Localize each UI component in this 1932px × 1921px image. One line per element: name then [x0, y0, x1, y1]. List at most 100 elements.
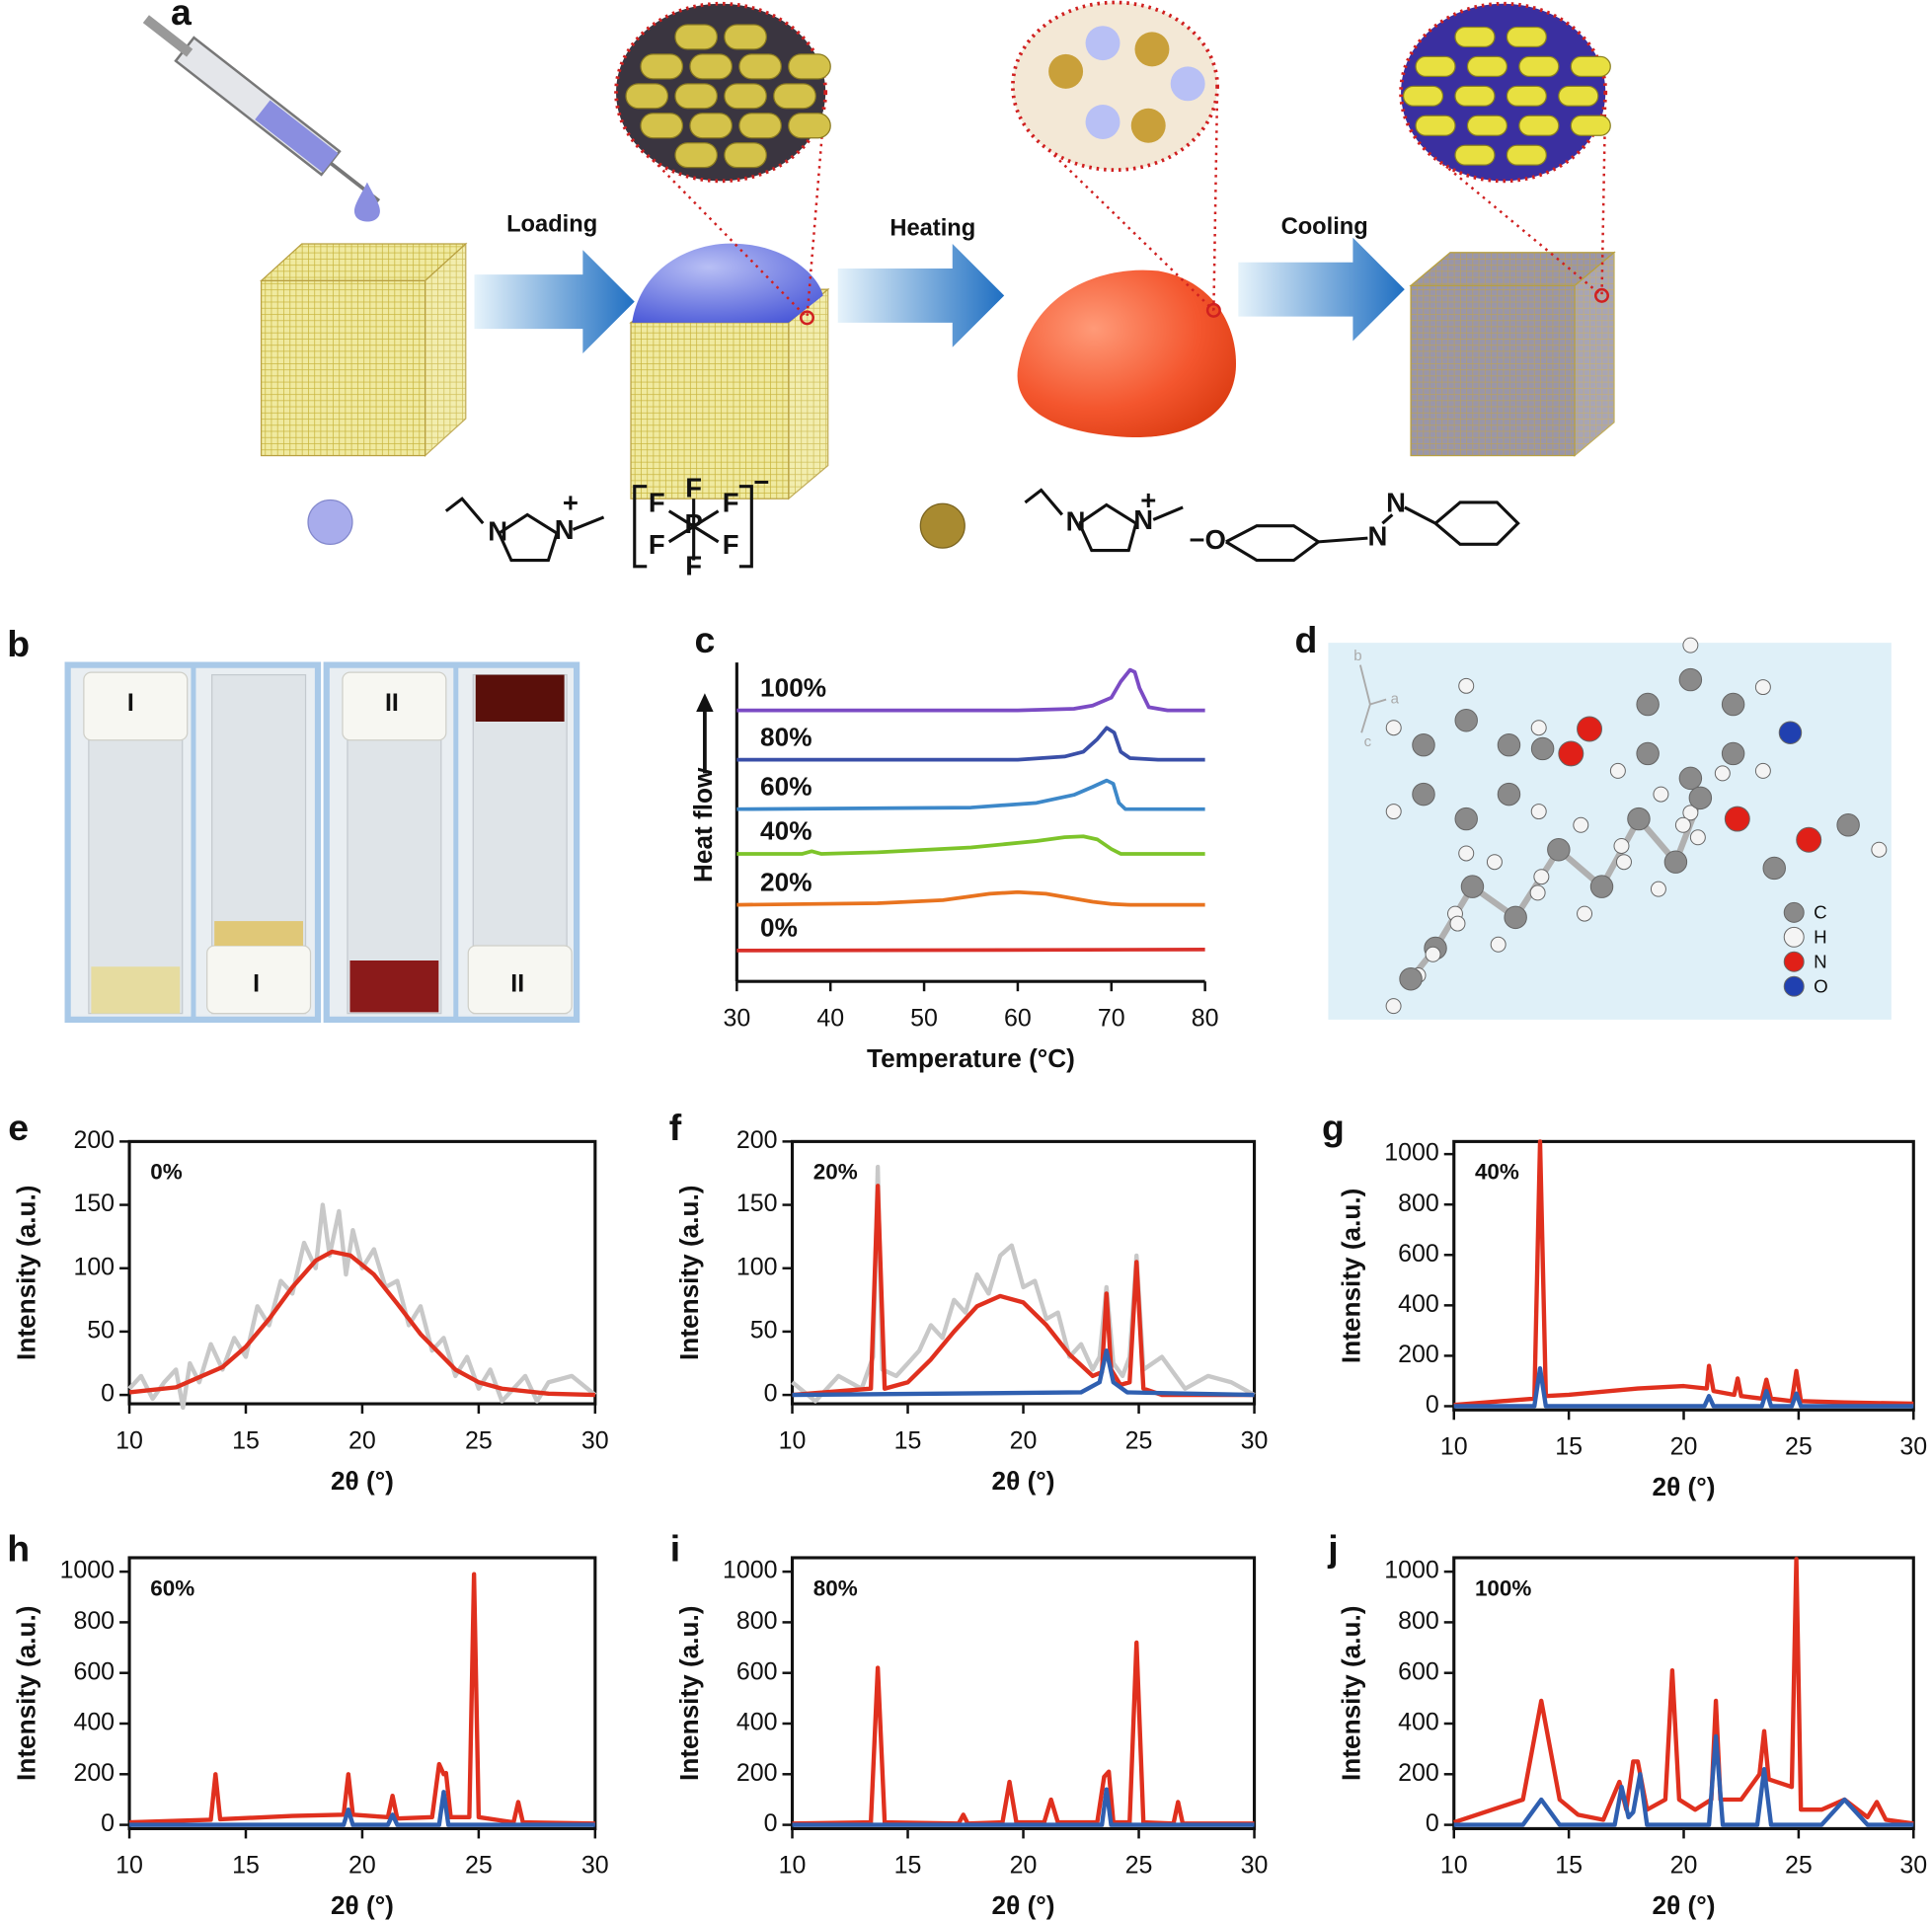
x-tick-label: 30 — [1899, 1852, 1927, 1880]
crystal-axis — [1358, 664, 1371, 705]
data-line — [792, 1640, 1255, 1826]
zoom-guide — [646, 153, 809, 319]
atom — [1613, 838, 1630, 854]
atom — [1714, 765, 1731, 782]
bond — [1318, 536, 1368, 544]
x-tick-label: 80 — [1192, 1004, 1219, 1032]
y-tick-label: 50 — [750, 1317, 778, 1345]
capsule — [1466, 55, 1508, 77]
panel-letter: d — [1295, 619, 1318, 660]
capsule — [724, 142, 767, 169]
capsule — [1415, 115, 1456, 136]
atom — [1682, 637, 1699, 653]
vial-label: I — [127, 689, 134, 717]
x-axis-label: 2θ (°) — [1653, 1472, 1716, 1501]
capsule — [625, 83, 669, 110]
x-tick-label: 50 — [910, 1004, 938, 1032]
panel-annotation: 20% — [813, 1160, 858, 1185]
y-tick-label: 400 — [73, 1709, 115, 1736]
panel-letter: j — [1327, 1528, 1338, 1570]
capsule — [738, 113, 782, 139]
x-tick-label: 10 — [779, 1852, 807, 1880]
bond — [1434, 500, 1520, 546]
red-dome — [1017, 269, 1237, 438]
vial-label: II — [385, 689, 399, 717]
x-tick-label: 70 — [1098, 1004, 1125, 1032]
y-tick-label: 200 — [1398, 1759, 1439, 1787]
atom — [1460, 875, 1485, 898]
panel-letter: i — [670, 1528, 680, 1570]
atom — [1449, 915, 1466, 932]
y-tick-label: 800 — [736, 1607, 778, 1635]
zoom-circle — [1399, 1, 1608, 184]
x-tick-label: 25 — [1125, 1426, 1153, 1454]
panel-annotation: 80% — [813, 1575, 858, 1600]
atom — [1636, 692, 1660, 717]
vial-content — [214, 921, 304, 947]
x-tick-label: 20 — [1010, 1426, 1038, 1454]
atom — [1778, 721, 1803, 744]
data-line — [736, 667, 1205, 713]
data-line — [736, 948, 1205, 953]
x-tick-label: 30 — [581, 1852, 609, 1880]
crystal-axis-label: c — [1364, 733, 1372, 750]
x-axis-label: 2θ (°) — [331, 1890, 394, 1920]
atom — [1689, 829, 1706, 846]
zoom-point — [1594, 287, 1610, 303]
atom — [1486, 854, 1503, 871]
crystal-axis-label: b — [1353, 648, 1361, 664]
atom — [1385, 998, 1402, 1015]
process-arrow — [837, 243, 1005, 347]
x-tick-label: 25 — [1125, 1852, 1153, 1880]
capsule — [640, 53, 684, 80]
x-tick-label: 20 — [348, 1426, 376, 1454]
ion-ball — [1134, 32, 1170, 67]
x-tick-label: 30 — [581, 1426, 609, 1454]
data-line — [792, 1184, 1255, 1398]
chem-label: + — [1140, 485, 1156, 515]
capsule — [1454, 144, 1496, 166]
bond — [1381, 513, 1394, 525]
atom — [1682, 805, 1699, 821]
y-axis-label: Intensity (a.u.) — [674, 1185, 704, 1359]
data-line — [129, 1790, 595, 1827]
y-tick-label: 1000 — [1384, 1557, 1438, 1584]
zoom-point — [1205, 302, 1221, 318]
panel-annotation: 100% — [1475, 1575, 1531, 1600]
vial-cap — [467, 945, 573, 1015]
capsule — [674, 24, 719, 50]
atom — [1663, 850, 1688, 874]
x-tick-label: 25 — [1785, 1852, 1813, 1880]
bond — [633, 485, 648, 569]
capsule — [640, 113, 684, 139]
y-tick-label: 100 — [736, 1253, 778, 1280]
syringe-liquid — [255, 100, 339, 173]
chem-label: N — [1386, 488, 1406, 518]
y-tick-label: 100 — [73, 1253, 115, 1280]
x-tick-label: 10 — [779, 1426, 807, 1454]
chem-label: F — [723, 529, 739, 560]
atom — [1871, 841, 1888, 858]
y-axis-label: Intensity (a.u.) — [674, 1605, 704, 1780]
y-tick-label: 200 — [736, 1126, 778, 1154]
atom — [1454, 709, 1478, 732]
atom — [1754, 762, 1771, 779]
x-tick-label: 15 — [1555, 1852, 1583, 1880]
chem-label: F — [685, 550, 702, 580]
data-line — [792, 1348, 1255, 1398]
y-tick-label: 400 — [736, 1709, 778, 1736]
series-label: 40% — [760, 816, 811, 846]
atom — [1589, 875, 1614, 898]
heat-flow-arrow-head — [696, 693, 714, 713]
data-line — [736, 889, 1205, 907]
crystal-axis-label: a — [1391, 690, 1400, 707]
series-label: 100% — [760, 672, 826, 702]
plot-frame — [1452, 1139, 1915, 1412]
bond — [1077, 502, 1138, 553]
vial-content — [91, 966, 181, 1014]
cube-empty-front — [260, 279, 426, 457]
capsule — [1402, 85, 1444, 107]
atom — [1724, 806, 1750, 832]
process-arrow — [1238, 237, 1405, 342]
chem-label: −O — [1189, 524, 1225, 555]
